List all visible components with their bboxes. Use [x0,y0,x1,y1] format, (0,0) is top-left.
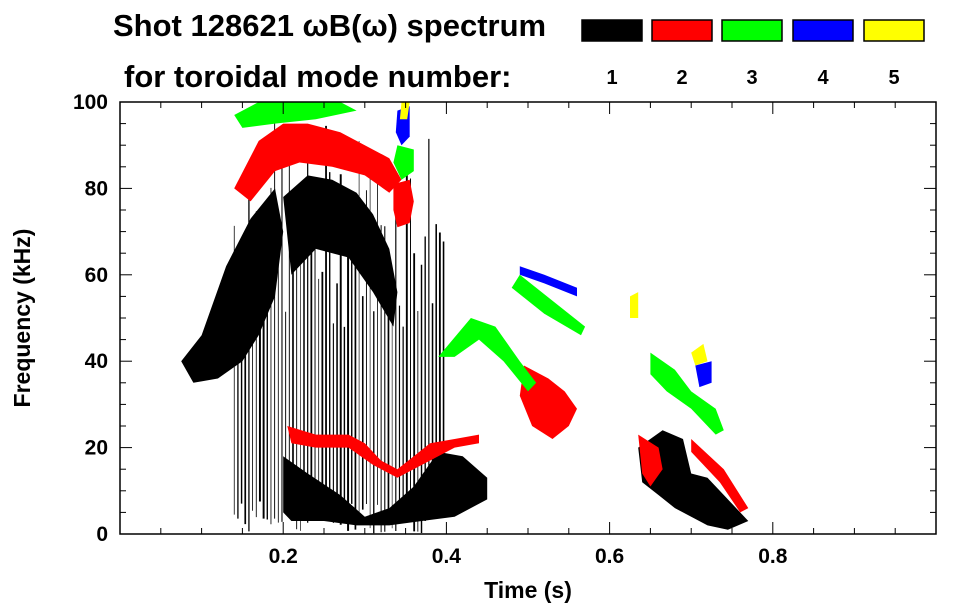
chart-title-line1: Shot 128621 ωB(ω) spectrum [113,8,546,43]
spectral-feature-mode-3 [650,352,724,435]
spectral-feature-mode-4 [519,266,577,297]
legend-label-mode-2: 2 [676,67,687,89]
spectral-feature-mode-3 [438,318,537,392]
x-tick-label: 0.8 [758,545,788,568]
y-tick-label: 20 [85,437,108,460]
axis-ticks [120,101,936,535]
spectral-feature-mode-1 [283,175,398,327]
legend-label-mode-4: 4 [817,67,829,89]
y-axis-label: Frequency (kHz) [9,229,35,408]
spectral-feature-mode-2 [638,434,663,487]
spectral-feature-mode-5 [691,343,708,366]
x-axis-tick-labels: 0.2 0.4 0.6 0.8 [269,545,788,568]
x-tick-label: 0.2 [269,545,298,568]
spectral-feature-mode-1 [638,430,749,530]
legend-swatch-mode-4 [792,19,854,42]
spectral-feature-mode-2 [234,123,402,202]
legend-label-mode-5: 5 [888,67,899,89]
spectral-feature-mode-3 [234,102,357,128]
chart-title-line2: for toroidal mode number: [124,59,512,94]
legend-swatch-mode-5 [863,19,925,42]
spectral-feature-mode-1 [181,188,284,383]
spectral-feature-mode-2 [287,426,479,478]
y-tick-label: 100 [73,91,108,114]
y-axis-tick-labels: 0 20 40 60 80 100 [73,91,108,546]
plot-area [181,102,749,534]
x-tick-label: 0.4 [432,545,462,568]
spectral-feature-mode-5 [630,292,639,318]
spectral-feature-mode-3 [511,274,586,336]
spectral-feature-mode-3 [393,145,414,180]
spectral-feature-mode-5 [399,102,410,120]
legend-swatch-mode-1 [581,19,643,42]
y-tick-label: 0 [96,523,108,546]
legend-label-mode-1: 1 [606,67,617,89]
legend-swatch-mode-3 [721,19,783,42]
y-tick-label: 80 [85,177,108,200]
spectral-feature-mode-4 [695,361,712,388]
y-tick-label: 40 [85,350,108,373]
x-tick-label: 0.6 [595,545,624,568]
legend-label-mode-3: 3 [746,67,757,89]
legend: 1 2 3 4 5 [581,19,925,89]
spectral-feature-mode-2 [393,179,414,228]
x-axis-label: Time (s) [484,577,572,603]
spectral-feature-mode-2 [691,439,749,513]
legend-swatch-mode-2 [651,19,713,42]
y-tick-label: 60 [85,264,108,287]
spectral-feature-mode-1 [283,451,488,526]
